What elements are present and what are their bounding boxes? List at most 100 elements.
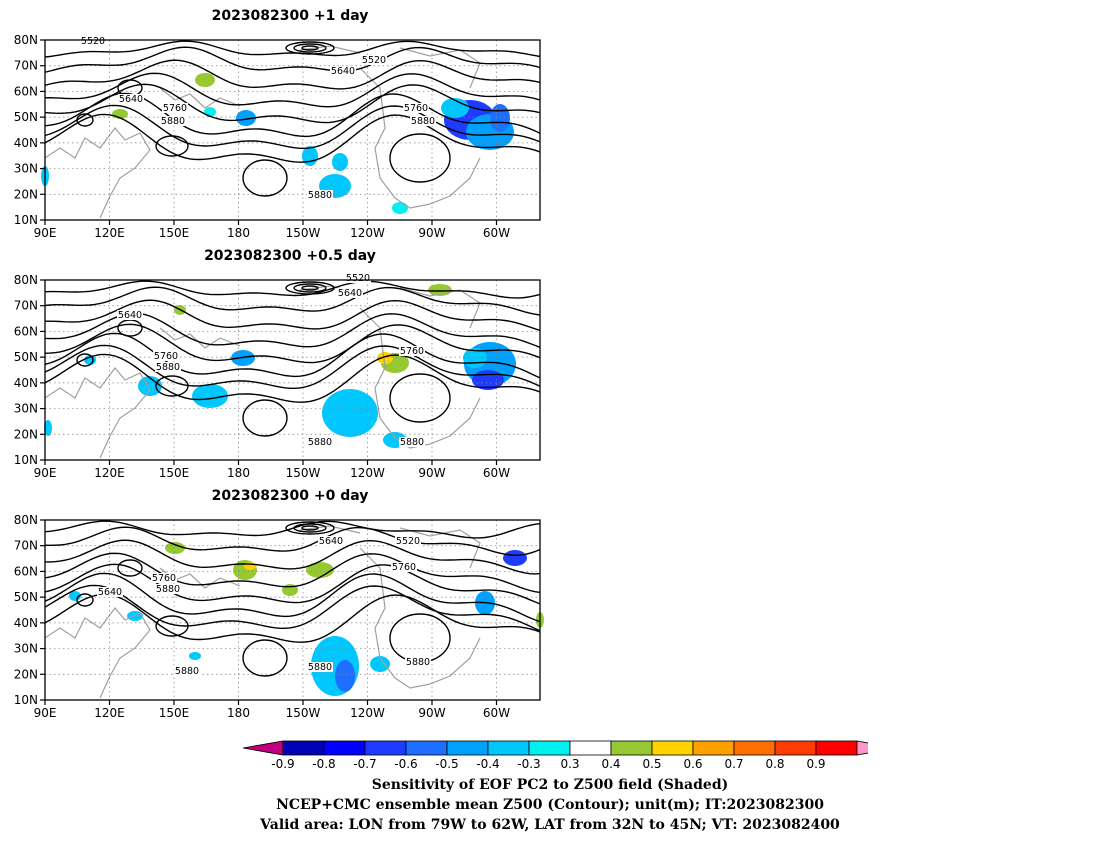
colorbar-segment [282, 740, 325, 756]
lat-tick-label: 80N [14, 33, 38, 47]
lon-tick-label: 150E [159, 226, 190, 240]
contour-label: 5760 [163, 103, 187, 114]
z500-contour [389, 133, 451, 183]
lon-tick-label: 90E [34, 226, 57, 240]
z500-contour [293, 43, 327, 53]
contour-label: 5640 [98, 587, 122, 598]
z500-contour [44, 572, 541, 623]
contour-label-bg [153, 351, 179, 361]
contour-label-bg [391, 562, 417, 572]
contour-label: 5880 [308, 662, 332, 673]
contour-label-bg [307, 662, 333, 672]
lon-tick-label: 150W [286, 706, 321, 720]
coastline [359, 307, 481, 449]
contour-label: 5880 [411, 116, 435, 127]
colorbar-tick-label: -0.4 [476, 757, 499, 771]
lon-tick-label: 180 [227, 706, 250, 720]
plot-frame [44, 39, 541, 221]
colorbar-segment [733, 740, 776, 756]
z500-contour [44, 323, 541, 364]
z500-contour [389, 613, 451, 663]
sensitivity-shade [44, 420, 52, 436]
lat-tick-label: 40N [14, 136, 38, 150]
contour-label: 5760 [152, 573, 176, 584]
z500-contour [44, 344, 541, 389]
contour-label: 5880 [308, 437, 332, 448]
lon-tick-label: 60W [483, 466, 510, 480]
coastline [359, 67, 481, 209]
contour-label-bg [118, 94, 144, 104]
colorbar-tick-label: -0.7 [353, 757, 376, 771]
lat-tick-label: 60N [14, 84, 38, 98]
sensitivity-shade [244, 562, 256, 570]
z500-contour [285, 521, 335, 535]
sensitivity-shade [322, 389, 378, 437]
colorbar-segment [446, 740, 489, 756]
lat-tick-label: 20N [14, 667, 38, 681]
colorbar-segment [323, 740, 366, 756]
contour-label: 5640 [119, 94, 143, 105]
z500-contour [44, 46, 541, 73]
z500-contour [44, 593, 541, 643]
z500-contour [117, 319, 143, 337]
contour-label: 5760 [392, 562, 416, 573]
sensitivity-shade [195, 73, 215, 87]
contour-label-bg [395, 536, 421, 546]
lat-tick-label: 40N [14, 376, 38, 390]
z500-contour [44, 280, 541, 299]
contour-label: 5520 [396, 536, 420, 547]
colorbar-segment [405, 740, 448, 756]
shading-layer [44, 284, 516, 448]
colorbar-tick-label: -0.8 [312, 757, 335, 771]
map-plot: 5520 5520 5640 5640 5760 5760 5880 5880 5880 80N 7… [14, 33, 541, 240]
contour-label-bg [337, 288, 363, 298]
contour-label: 5880 [400, 437, 424, 448]
z500-contour [44, 520, 541, 539]
contour-label: 5760 [404, 103, 428, 114]
contour-label-bg [155, 362, 181, 372]
contour-label: 5760 [400, 346, 424, 357]
z500-contour [155, 375, 189, 397]
lat-tick-label: 60N [14, 564, 38, 578]
coastline [299, 45, 361, 54]
z500-contour [285, 41, 335, 55]
lat-tick-label: 70N [14, 59, 38, 73]
sensitivity-shade [332, 153, 348, 171]
coastline [44, 127, 151, 219]
contour-label-bg [117, 310, 143, 320]
lat-tick-label: 10N [14, 453, 38, 467]
lat-tick-label: 30N [14, 402, 38, 416]
z500-contour [117, 559, 143, 577]
lon-tick-label: 120E [94, 226, 125, 240]
lat-tick-label: 60N [14, 324, 38, 338]
gridlines [45, 520, 540, 700]
contour-label: 5520 [346, 273, 370, 284]
colorbar-right-arrow [856, 740, 868, 756]
z500-contour [44, 526, 541, 557]
colorbar-segment [528, 740, 571, 756]
coastline-layer [44, 525, 481, 699]
contour-label: 5760 [154, 351, 178, 362]
contour-label: 5880 [406, 657, 430, 668]
contour-label-bg [155, 584, 181, 594]
contour-label-bg [405, 657, 431, 667]
contour-label-bg [307, 190, 333, 200]
lat-tick-label: 10N [14, 693, 38, 707]
colorbar-tick-label: 0.4 [601, 757, 620, 771]
sensitivity-shade [306, 562, 334, 578]
coastline-layer [44, 285, 481, 459]
colorbar-tick-label: 0.9 [806, 757, 825, 771]
lon-tick-label: 90W [418, 226, 445, 240]
lon-tick-label: 150W [286, 466, 321, 480]
lat-tick-label: 40N [14, 616, 38, 630]
coastline [399, 287, 481, 329]
coastline [44, 367, 151, 459]
lon-tick-label: 150E [159, 466, 190, 480]
z500-contour [44, 83, 541, 124]
z500-contour [76, 593, 94, 607]
contour-layer [44, 520, 541, 677]
lat-tick-label: 50N [14, 350, 38, 364]
z500-contour [44, 353, 541, 403]
sensitivity-shade [165, 542, 185, 554]
